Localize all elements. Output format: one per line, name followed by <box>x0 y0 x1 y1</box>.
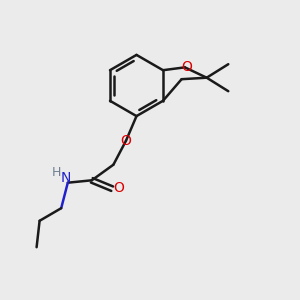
Text: O: O <box>120 134 131 148</box>
Text: N: N <box>61 171 71 185</box>
Text: O: O <box>181 60 192 74</box>
Text: O: O <box>113 181 124 195</box>
Text: H: H <box>52 166 61 179</box>
